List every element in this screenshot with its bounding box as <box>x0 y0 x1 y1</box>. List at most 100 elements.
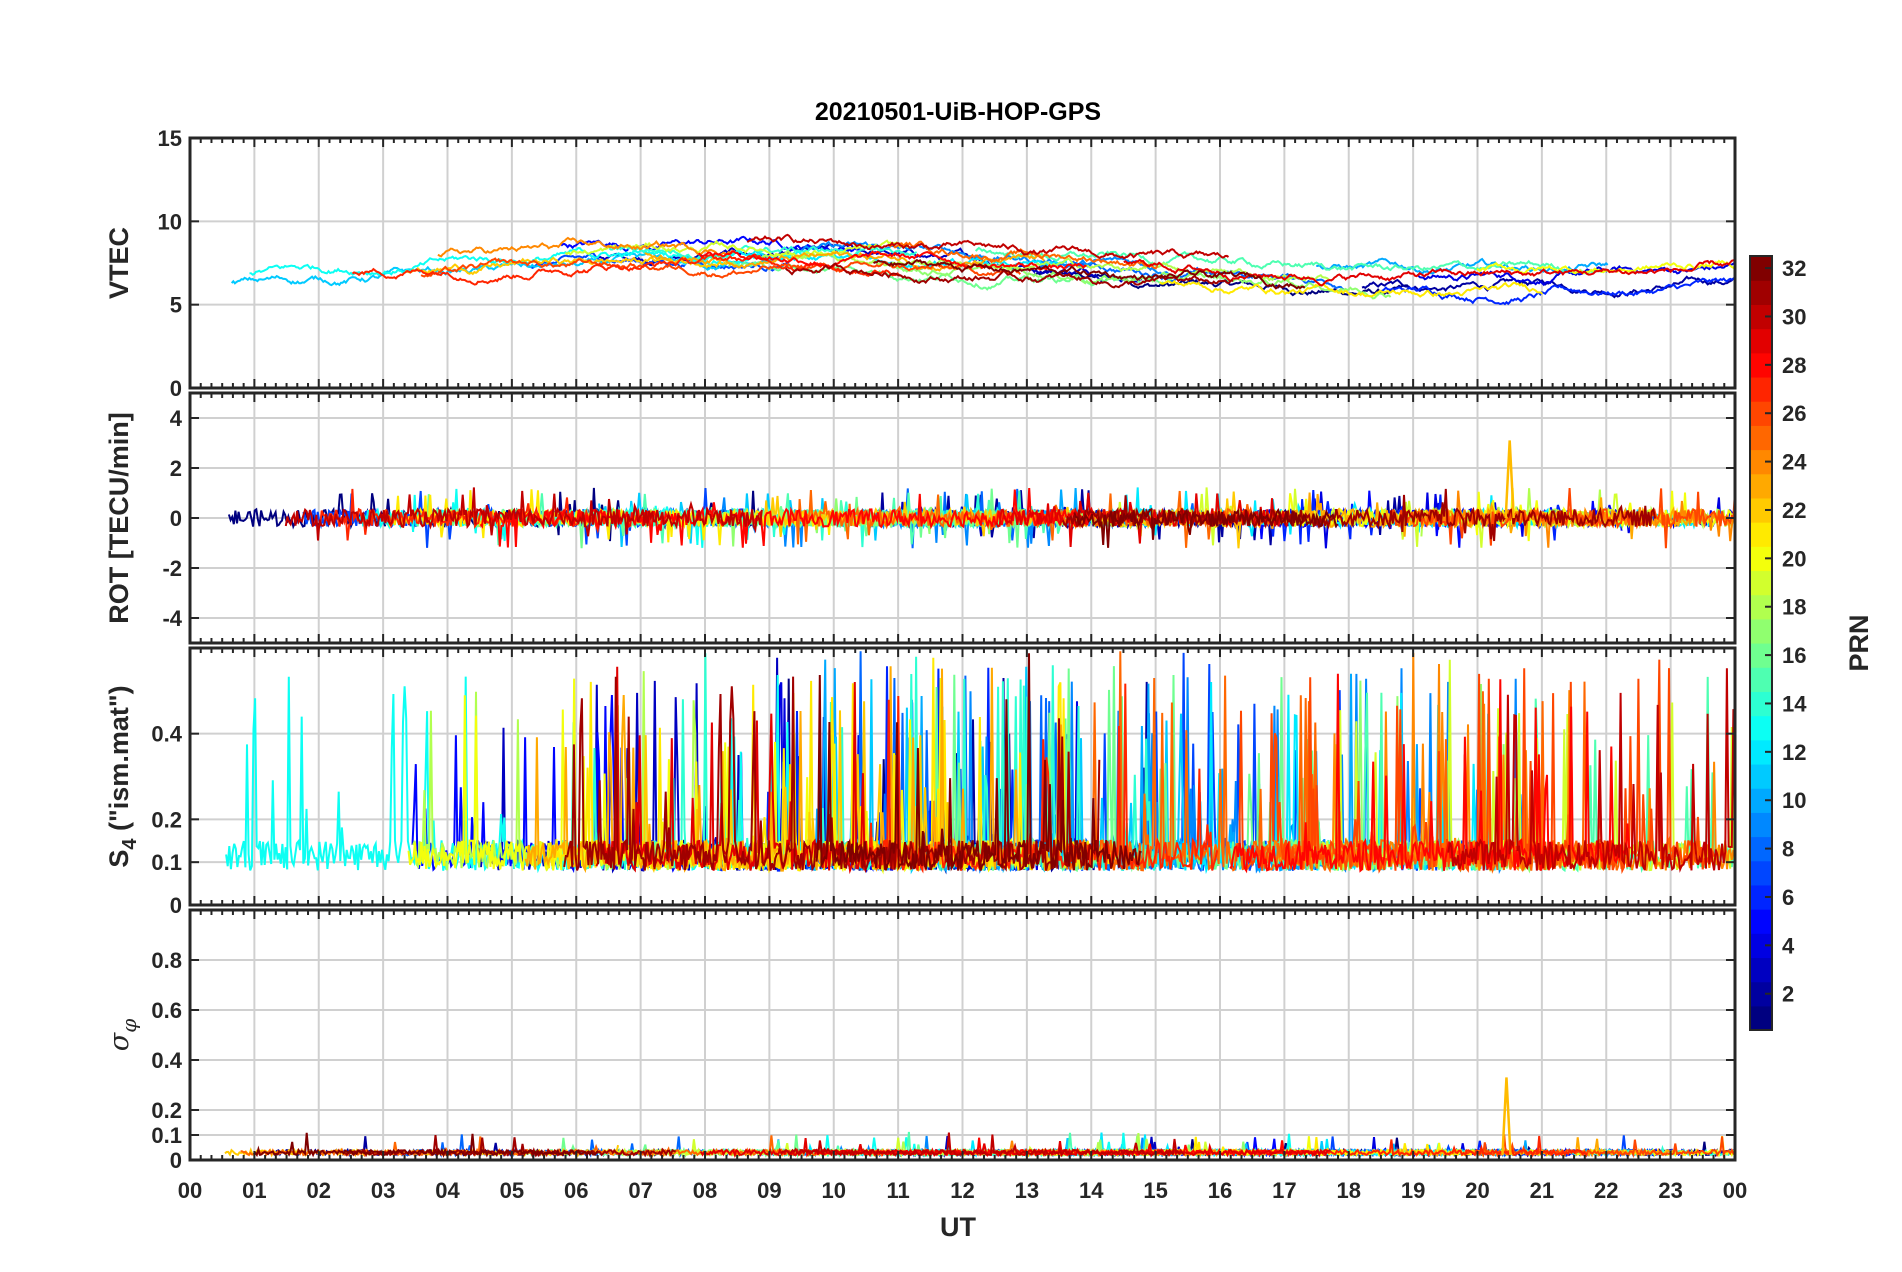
panel-S4: 0 0.1 0.2 0.4 S4 ("ism.mat") <box>104 646 1737 918</box>
peak-spike <box>1501 1077 1512 1156</box>
colorbar-segment <box>1750 352 1772 378</box>
y-tick-label: 15 <box>158 126 182 151</box>
colorbar-tick-label: 22 <box>1782 498 1806 523</box>
axis-ticks <box>189 137 1736 389</box>
panel-VTEC: 0 5 10 15 VTEC <box>104 126 1737 401</box>
colorbar-tick-label: 18 <box>1782 595 1806 620</box>
colorbar-segment <box>1750 594 1772 620</box>
colorbar-segment <box>1750 788 1772 813</box>
colorbar-segment <box>1750 715 1772 741</box>
series-line-prn-32 <box>1073 507 1339 548</box>
x-tick-label: 00 <box>178 1178 202 1203</box>
y-tick-label: 0.2 <box>151 807 182 832</box>
y-tick-label: 0 <box>170 893 182 918</box>
series-line-prn-23 <box>644 250 1045 272</box>
y-axis-label-rest: ("ism.mat") <box>104 685 134 838</box>
colorbar-tick-label: 4 <box>1782 933 1795 958</box>
x-tick-label: 16 <box>1208 1178 1232 1203</box>
colorbar-segment <box>1750 836 1772 862</box>
colorbar-tick-label: 26 <box>1782 401 1806 426</box>
series-line-prn-29 <box>1123 258 1736 287</box>
x-tick-label: 11 <box>886 1178 909 1203</box>
series-line-prn-31 <box>1061 488 1656 542</box>
x-tick-label: 15 <box>1143 1178 1167 1203</box>
series-line-prn-29 <box>700 1137 1331 1159</box>
axis-ticks <box>189 910 1736 1161</box>
series-line-prn-28 <box>1229 673 1631 874</box>
colorbar-tick-label: 32 <box>1782 256 1806 281</box>
colorbar-segment <box>1750 304 1772 330</box>
y-tick-label: 0.4 <box>151 1048 182 1073</box>
series-line-prn-26 <box>1387 487 1736 549</box>
series-line-prn-30 <box>780 1132 1185 1159</box>
colorbar-tick-label: 16 <box>1782 643 1806 668</box>
series-line-prn-30 <box>1447 668 1736 873</box>
x-tick-label: 08 <box>693 1178 717 1203</box>
series-group <box>230 233 1736 306</box>
colorbar-tick-label: 20 <box>1782 546 1806 571</box>
colorbar-tick-label: 2 <box>1782 982 1794 1007</box>
y-axis-label-subscript: φ <box>117 1019 141 1033</box>
x-tick-label: 21 <box>1530 1178 1554 1203</box>
colorbar-tick-label: 6 <box>1782 885 1794 910</box>
x-tick-label: 12 <box>950 1178 974 1203</box>
colorbar-segment <box>1750 763 1772 789</box>
colorbar-segment <box>1750 618 1772 644</box>
y-tick-label: 0.6 <box>151 998 182 1023</box>
colorbar-segment <box>1750 425 1772 451</box>
colorbar-segment <box>1750 256 1772 281</box>
y-tick-label: 5 <box>170 293 182 318</box>
y-tick-label: 0 <box>170 376 182 401</box>
colorbar-segment <box>1750 401 1772 426</box>
colorbar-segment <box>1750 570 1772 596</box>
panel-sigma_phi: 00.10.2 0.4 0.6 0.8 σφ <box>104 908 1737 1173</box>
x-tick-label: 10 <box>822 1178 846 1203</box>
x-tick-label: 18 <box>1337 1178 1361 1203</box>
colorbar-segment <box>1750 691 1772 717</box>
series-line-prn-32 <box>872 258 1306 290</box>
colorbar-tick-label: 24 <box>1782 450 1807 475</box>
y-tick-label: -4 <box>162 606 182 631</box>
series-line-prn-6 <box>1380 277 1736 306</box>
y-tick-label: 0.2 <box>151 1098 182 1123</box>
y-axis-label: S4 ("ism.mat") <box>104 685 141 867</box>
x-tick-label: 09 <box>757 1178 781 1203</box>
x-tick-labels: 00 01 02 03 04 05 06 07 08 09 10 11 12 13 14 15 16 17 18 19… <box>178 1178 1747 1203</box>
colorbar-segment <box>1750 1005 1772 1031</box>
x-tick-label: 05 <box>500 1178 524 1203</box>
x-tick-label: 02 <box>307 1178 331 1203</box>
colorbar-segment <box>1750 957 1772 983</box>
x-tick-label: 17 <box>1272 1178 1296 1203</box>
series-group <box>227 440 1736 549</box>
colorbar-tick-label: 14 <box>1782 691 1807 716</box>
x-tick-label: 13 <box>1015 1178 1039 1203</box>
x-tick-label: 03 <box>371 1178 395 1203</box>
colorbar-tick-label: 30 <box>1782 304 1806 329</box>
colorbar-tick-label: 10 <box>1782 788 1806 813</box>
series-line-prn-32 <box>252 1132 599 1159</box>
chart-title: 20210501-UiB-HOP-GPS <box>815 98 1101 126</box>
colorbar-tick-label: 12 <box>1782 740 1806 765</box>
x-tick-label: 23 <box>1658 1178 1682 1203</box>
x-tick-label: 04 <box>435 1178 460 1203</box>
colorbar-segment <box>1750 376 1772 402</box>
y-axis-label: ROT [TECU/min] <box>104 412 134 623</box>
colorbar-segment <box>1750 981 1772 1007</box>
y-tick-label: 0 <box>170 1148 182 1173</box>
series-group <box>225 651 1736 875</box>
y-tick-label: 0.4 <box>151 722 182 747</box>
colorbar-label: PRN <box>1844 614 1874 671</box>
x-tick-label: 14 <box>1079 1178 1104 1203</box>
y-axis-label: σφ <box>104 1019 141 1051</box>
colorbar-segment <box>1750 667 1772 692</box>
colorbar-segment <box>1750 909 1772 934</box>
series-line-prn-21 <box>1159 279 1544 298</box>
colorbar-segment <box>1750 522 1772 547</box>
series-line-prn-17 <box>891 262 1392 300</box>
x-tick-label: 20 <box>1465 1178 1489 1203</box>
y-axis-label-main: σ <box>104 1031 135 1051</box>
colorbar-segment <box>1750 280 1772 305</box>
